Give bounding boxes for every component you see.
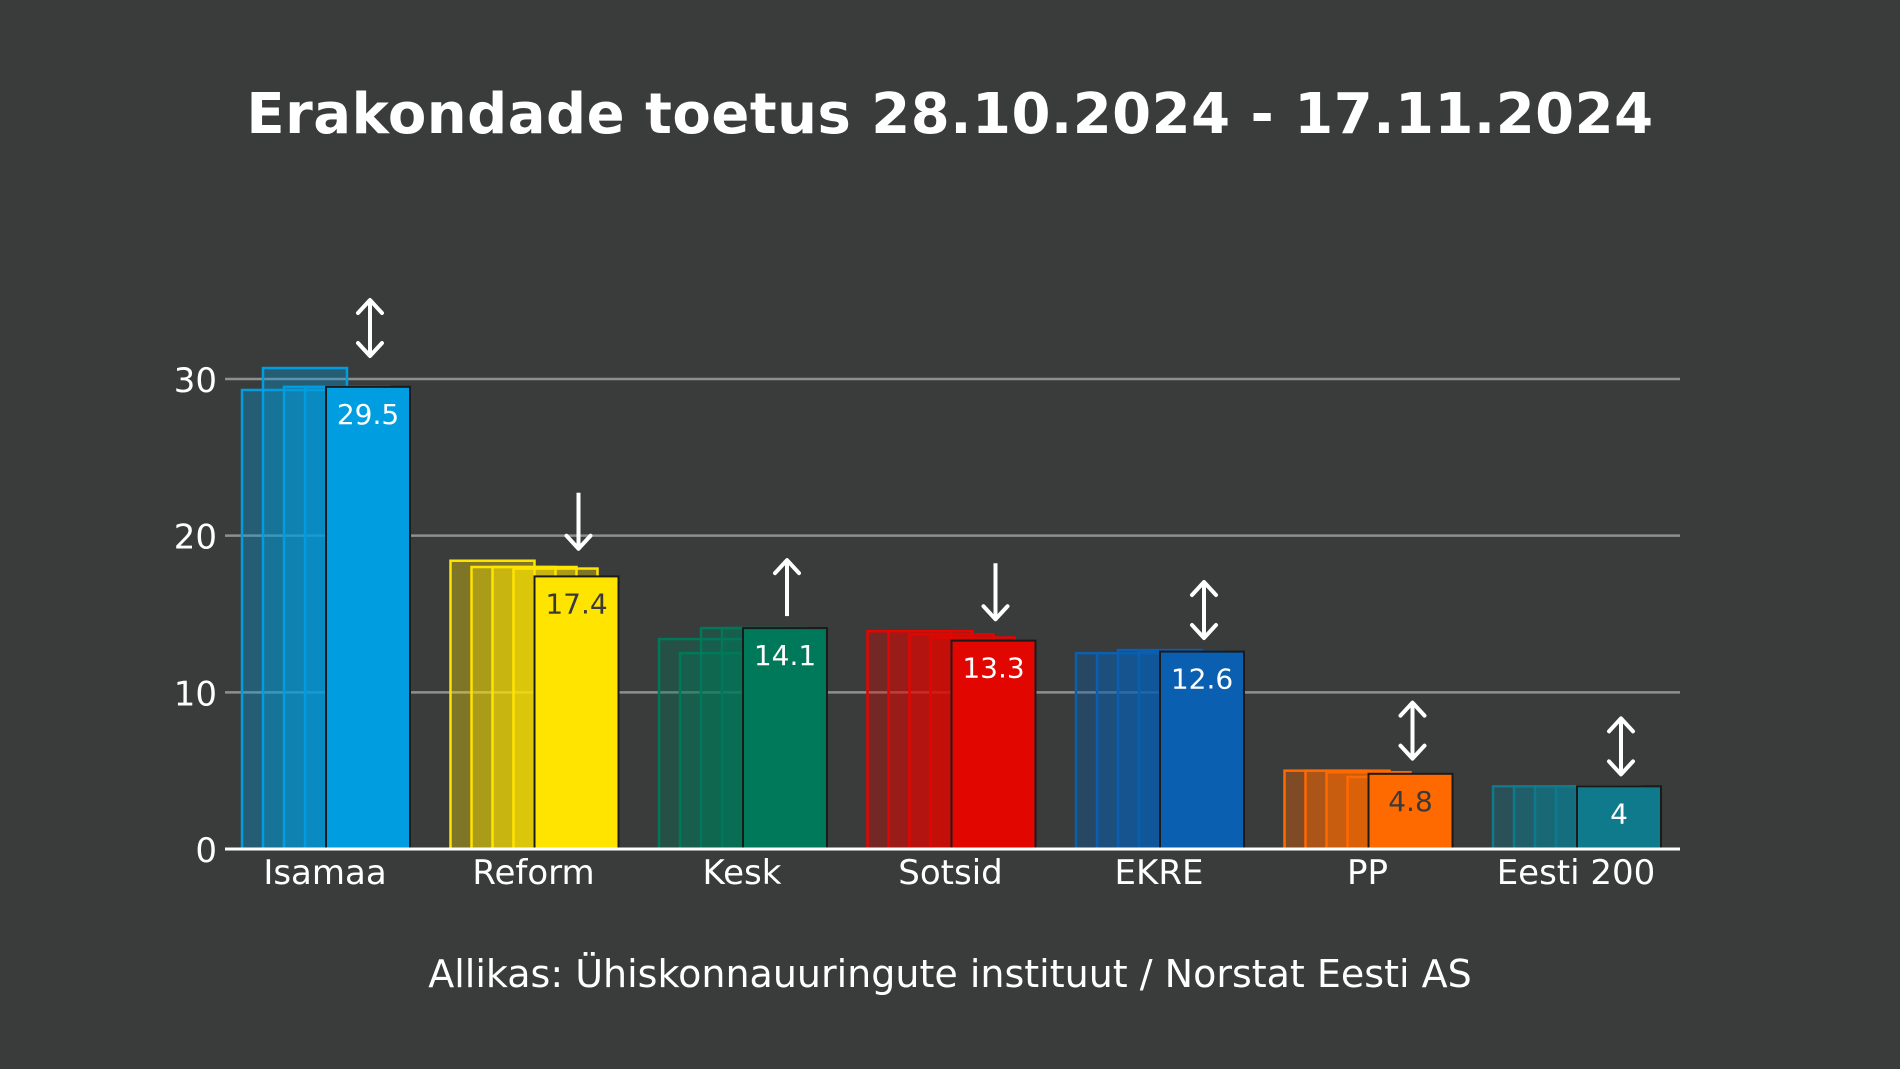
y-tick-label: 10 (174, 674, 217, 714)
bar-current (1159, 650, 1245, 850)
y-tick-label: 30 (174, 361, 217, 401)
trend-arrow-up-head (1398, 700, 1427, 718)
value-label: 12.6 (1171, 663, 1233, 696)
value-label: 17.4 (545, 587, 607, 620)
trend-arrow-down-head (564, 533, 593, 551)
value-label: 13.3 (962, 652, 1024, 685)
value-label: 4 (1610, 797, 1628, 830)
x-tick-label: Isamaa (263, 853, 386, 893)
y-tick-label: 0 (195, 831, 217, 871)
bar-current (325, 385, 411, 850)
x-tick-label: Reform (472, 853, 594, 893)
chart-title: Erakondade toetus 28.10.2024 - 17.11.202… (246, 82, 1654, 147)
value-label: 4.8 (1388, 785, 1433, 818)
trend-arrow-down-head (1607, 759, 1635, 777)
bar-current (533, 575, 620, 851)
x-tick-label: PP (1347, 853, 1388, 893)
bar-current (950, 639, 1037, 851)
bar-current (742, 627, 828, 850)
trend-arrow-up-head (773, 558, 801, 576)
x-tick-label: Eesti 200 (1497, 853, 1656, 893)
trend-arrow-up-head (1607, 716, 1635, 734)
trend-arrow-down-head (1398, 743, 1427, 761)
trend-arrow-up-head (356, 298, 384, 316)
trend-arrow-down-head (1190, 623, 1218, 641)
value-label: 14.1 (754, 639, 816, 672)
x-tick-label: Kesk (703, 853, 782, 893)
trend-arrow-down-head (981, 604, 1010, 622)
source-note: Allikas: Ühiskonnauuringute instituut / … (428, 952, 1472, 996)
x-tick-label: EKRE (1115, 853, 1204, 893)
trend-arrow-down-head (356, 341, 384, 359)
trend-arrow-up-head (1190, 580, 1218, 598)
value-label: 29.5 (337, 398, 399, 431)
y-tick-label: 20 (174, 518, 217, 558)
x-tick-label: Sotsid (898, 853, 1002, 893)
